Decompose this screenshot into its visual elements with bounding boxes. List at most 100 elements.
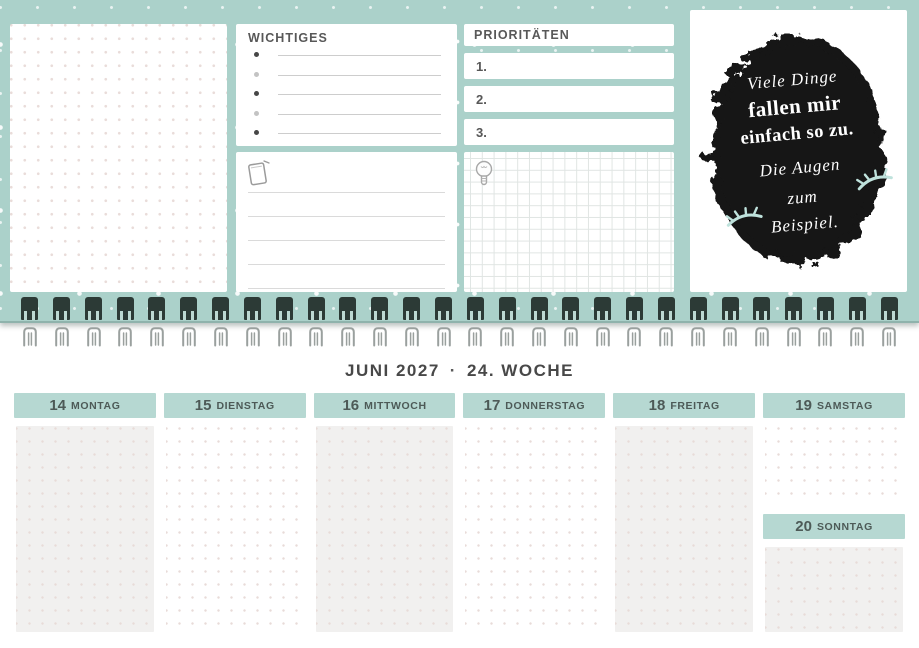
write-line xyxy=(248,264,445,265)
wire-loop-icon xyxy=(626,297,644,320)
day-header-sonntag: 20 Sonntag xyxy=(763,514,905,539)
day-column-montag: 14 Montag xyxy=(14,393,156,632)
priority-number: 2. xyxy=(476,91,487,107)
day-header-montag: 14 Montag xyxy=(14,393,156,418)
day-header-dienstag: 15 Dienstag xyxy=(163,393,306,418)
wichtiges-row xyxy=(250,70,443,82)
wire-loop-icon xyxy=(275,297,293,320)
day-notes-freitag xyxy=(615,426,754,632)
wire-loop-icon xyxy=(467,326,483,347)
wire-loop-icon xyxy=(690,326,706,347)
day-notes-montag xyxy=(16,426,154,632)
write-line xyxy=(248,288,445,289)
write-line xyxy=(278,94,441,95)
wire-loop-icon xyxy=(22,326,38,347)
day-notes-sonntag xyxy=(765,547,903,632)
day-notes-dienstag xyxy=(165,426,304,632)
day-notes-donnerstag xyxy=(465,426,604,632)
wire-loop-icon xyxy=(434,297,452,320)
prioritaeten-title: Prioritäten xyxy=(474,28,570,42)
day-name: Samstag xyxy=(816,399,873,412)
day-notes-samstag xyxy=(765,426,903,505)
day-name: Dienstag xyxy=(216,399,275,412)
wire-loop-icon xyxy=(657,297,675,320)
week-title-separator: · xyxy=(449,361,457,380)
wire-loop-icon xyxy=(371,297,389,320)
wire-loop-icon xyxy=(372,326,388,347)
priority-number: 1. xyxy=(476,58,487,74)
wire-loop-icon xyxy=(181,326,197,347)
wichtiges-row xyxy=(250,109,443,121)
wire-loop-icon xyxy=(404,326,420,347)
write-line xyxy=(278,55,441,56)
wire-loop-icon xyxy=(307,297,325,320)
wire-loop-icon xyxy=(721,297,739,320)
day-name: Sonntag xyxy=(816,520,873,533)
wire-loop-icon xyxy=(563,326,579,347)
priority-field-2: 2. xyxy=(464,86,674,112)
notes-panel xyxy=(236,152,457,292)
wire-loop-icon xyxy=(86,326,102,347)
wire-loop-icon xyxy=(786,326,802,347)
wire-loop-icon xyxy=(436,326,452,347)
wire-loop-icon xyxy=(180,297,198,320)
day-number: 20 xyxy=(795,518,812,535)
spiral-binding-bottom xyxy=(0,326,919,347)
wire-loop-icon xyxy=(499,326,515,347)
wire-loop-icon xyxy=(880,297,898,320)
bullet-dot-icon xyxy=(254,130,259,135)
notes-page: Wichtiges Prioritäten 1. 2. 3. xyxy=(0,0,919,323)
wire-loop-icon xyxy=(245,326,261,347)
day-number: 15 xyxy=(194,397,212,414)
wire-loop-icon xyxy=(116,297,134,320)
day-header-samstag: 19 Samstag xyxy=(763,393,905,418)
wichtiges-row xyxy=(250,128,443,140)
wire-loop-icon xyxy=(658,326,674,347)
write-line xyxy=(248,240,445,241)
wire-loop-icon xyxy=(277,326,293,347)
lightbulb-icon xyxy=(475,160,493,186)
wire-loop-icon xyxy=(722,326,738,347)
day-name: Mittwoch xyxy=(364,399,427,412)
wire-loop-icon xyxy=(817,297,835,320)
wire-loop-icon xyxy=(466,297,484,320)
day-notes-mittwoch xyxy=(315,426,454,632)
write-line xyxy=(278,113,441,115)
wire-loop-icon xyxy=(626,326,642,347)
wire-loop-icon xyxy=(340,326,356,347)
wire-loop-icon xyxy=(54,326,70,347)
wire-loop-icon xyxy=(594,297,612,320)
wire-loop-icon xyxy=(213,326,229,347)
spiral-binding-top xyxy=(0,297,919,320)
wire-loop-icon xyxy=(21,297,38,320)
wire-loop-icon xyxy=(148,297,166,320)
day-number: 19 xyxy=(795,397,812,414)
day-column-freitag: 18 Freitag xyxy=(613,393,756,632)
day-name: Donnerstag xyxy=(505,399,586,412)
wire-loop-icon xyxy=(52,297,70,320)
closed-eye-icon xyxy=(856,168,893,191)
prioritaeten-header: Prioritäten xyxy=(464,24,674,46)
day-name: Montag xyxy=(71,399,121,412)
wire-loop-icon xyxy=(339,297,357,320)
write-line xyxy=(248,192,445,193)
wire-loop-icon xyxy=(243,297,261,320)
wire-loop-icon xyxy=(817,326,833,347)
wire-loop-icon xyxy=(689,297,707,320)
wire-loop-icon xyxy=(403,297,421,320)
write-line xyxy=(248,216,445,217)
day-header-donnerstag: 17 Donnerstag xyxy=(463,393,606,418)
ideas-panel xyxy=(464,152,674,292)
day-column-dienstag: 15 Dienstag xyxy=(163,393,306,632)
bullet-dot-icon xyxy=(254,52,259,57)
priority-field-1: 1. xyxy=(464,53,674,79)
write-line xyxy=(278,74,441,76)
wire-loop-icon xyxy=(753,297,771,320)
day-header-freitag: 18 Freitag xyxy=(613,393,756,418)
prioritaeten-panel: Prioritäten 1. 2. 3. xyxy=(464,24,674,145)
wire-loop-icon xyxy=(117,326,133,347)
wire-loop-icon xyxy=(308,326,324,347)
wichtiges-row xyxy=(250,50,443,62)
day-column-samstag: 19 Samstag 20 Sonntag xyxy=(763,393,905,632)
